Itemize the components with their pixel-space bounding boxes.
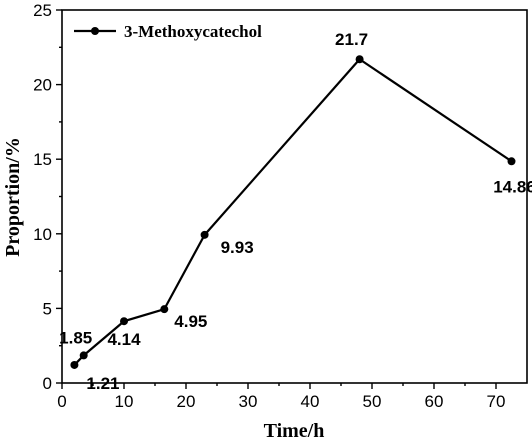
data-label: 21.7 — [335, 30, 368, 49]
x-tick-label: 0 — [57, 392, 66, 411]
y-tick-label: 20 — [33, 76, 52, 95]
y-tick-label: 0 — [43, 374, 52, 393]
data-label: 1.21 — [86, 374, 119, 393]
data-label: 9.93 — [221, 238, 254, 257]
data-labels: 1.21 1.85 4.14 4.95 9.93 21.7 14.86 — [59, 30, 532, 393]
x-tick-label: 30 — [239, 392, 258, 411]
data-label: 4.14 — [107, 330, 141, 349]
series-line-segment — [358, 58, 513, 163]
x-tick-label: 10 — [115, 392, 134, 411]
x-tick-label: 20 — [177, 392, 196, 411]
legend: 3-Methoxycatechol — [74, 22, 262, 41]
x-tick-label: 50 — [363, 392, 382, 411]
series-line-segment — [82, 320, 125, 357]
data-label: 14.86 — [493, 177, 532, 196]
y-tick-label: 25 — [33, 1, 52, 20]
legend-marker — [91, 27, 99, 35]
data-label: 1.85 — [59, 328, 92, 347]
x-tick-label: 70 — [487, 392, 506, 411]
data-point — [355, 55, 364, 64]
x-tick-label: 60 — [425, 392, 444, 411]
series-line-segment — [163, 234, 206, 310]
x-axis-title: Time/h — [264, 420, 325, 441]
data-point — [507, 157, 516, 166]
series-line-segment — [123, 308, 165, 323]
data-point — [79, 351, 88, 360]
legend-label: 3-Methoxycatechol — [124, 22, 262, 41]
series-points — [70, 55, 516, 369]
data-point — [120, 317, 128, 326]
y-tick-label: 15 — [33, 150, 52, 169]
plot-frame — [61, 9, 528, 384]
y-tick-label: 10 — [33, 225, 52, 244]
data-label: 4.95 — [174, 312, 207, 331]
series-line-segment — [203, 58, 361, 236]
axis-ticks: 0 10 20 30 40 50 60 70 0 5 10 15 20 25 — [33, 1, 505, 411]
series-lines — [73, 58, 513, 366]
data-point — [200, 230, 209, 239]
y-axis-title: Proportion/% — [2, 137, 24, 257]
x-tick-label: 40 — [301, 392, 320, 411]
data-point — [70, 360, 79, 369]
data-point — [160, 305, 169, 314]
y-tick-label: 5 — [43, 299, 52, 318]
